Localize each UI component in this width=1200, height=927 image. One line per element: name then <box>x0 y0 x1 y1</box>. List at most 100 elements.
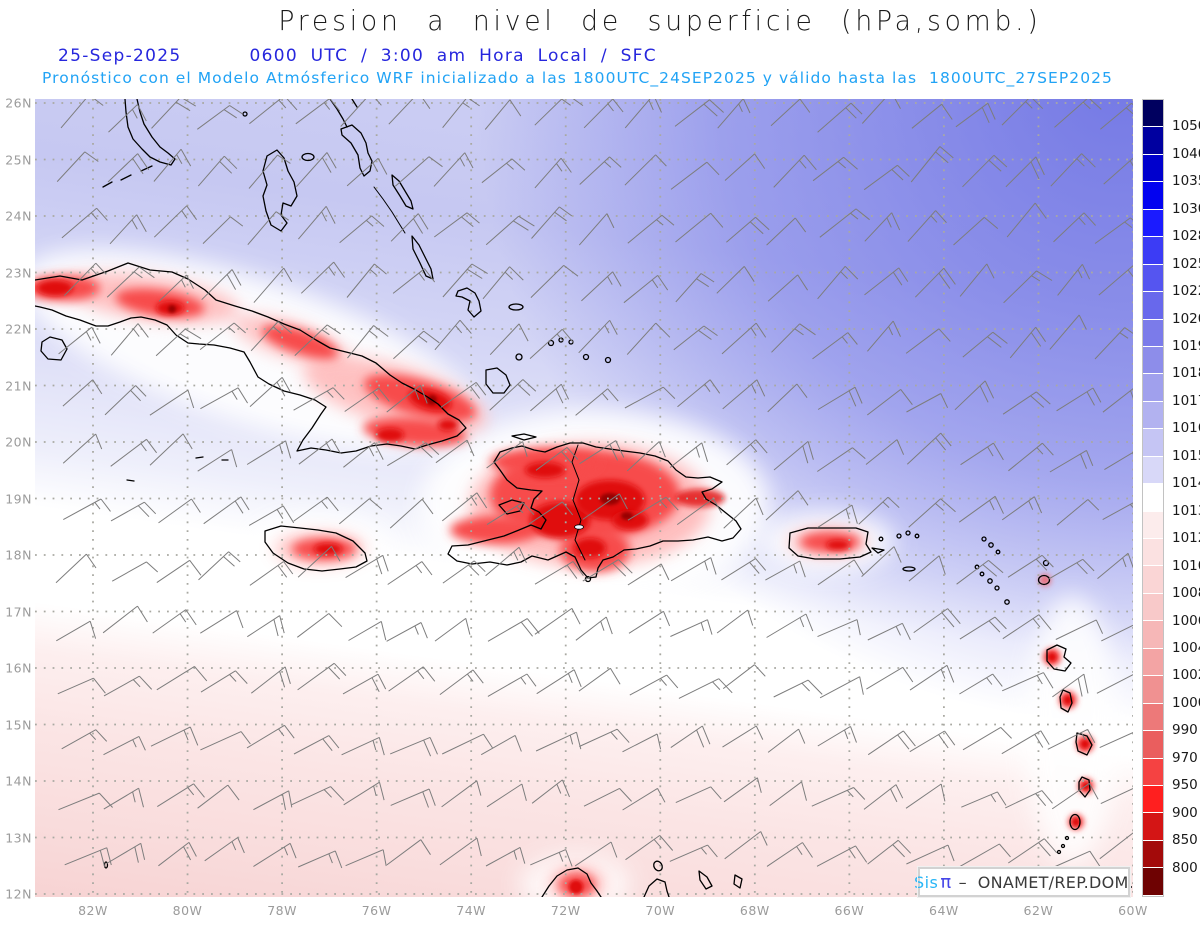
wind-barb <box>343 781 385 806</box>
wind-barb <box>864 267 909 296</box>
coast-isla-juventud <box>40 336 68 361</box>
wind-barb <box>441 733 493 755</box>
wind-barb <box>955 102 996 128</box>
wind-barb <box>962 726 1012 751</box>
wind-barb <box>1001 99 1044 126</box>
wind-barb <box>906 393 949 413</box>
coast-culebra <box>878 536 884 542</box>
y-tick-label: 14N <box>5 773 32 789</box>
wind-barb <box>769 781 807 807</box>
wind-barb <box>156 559 202 584</box>
colorbar-tick-label: 1014 <box>1172 475 1200 492</box>
wind-barb <box>253 842 297 867</box>
wind-barb <box>489 323 529 356</box>
coast-florida <box>124 99 176 166</box>
wind-barb <box>531 206 573 239</box>
wind-barb <box>677 379 721 408</box>
wind-barb <box>726 216 770 243</box>
wind-barb <box>1104 451 1133 471</box>
x-tick-label: 72W <box>550 903 581 918</box>
wind-barb <box>295 99 341 125</box>
coast-bonaire <box>733 874 743 889</box>
wind-barb <box>481 158 526 184</box>
wind-barb <box>441 492 488 522</box>
wind-barb <box>819 208 870 238</box>
wind-barb <box>905 328 951 354</box>
wind-barb <box>392 268 436 294</box>
colorbar-tick-label: 1010 <box>1172 557 1200 574</box>
wind-barb <box>298 205 336 240</box>
colorbar-tick-label: 1006 <box>1172 612 1200 629</box>
wind-barb <box>339 215 385 244</box>
wind-barb <box>1008 838 1058 864</box>
wind-barb <box>56 620 97 642</box>
wind-barb <box>343 442 384 468</box>
wind-barb <box>721 558 767 581</box>
wind-barb <box>858 496 900 525</box>
wind-barb <box>861 99 901 124</box>
wind-barb <box>250 321 293 352</box>
coast-grenadines <box>1056 835 1070 855</box>
wind-barb <box>63 498 111 521</box>
wind-barb <box>867 320 901 352</box>
wind-barb <box>766 217 807 246</box>
wind-barb <box>529 328 574 359</box>
wind-barb <box>1001 672 1054 692</box>
wind-barb <box>386 839 431 866</box>
wind-barb <box>622 787 666 811</box>
coast-great-inagua <box>485 367 511 394</box>
wind-barb <box>624 99 662 129</box>
wind-barb <box>1053 850 1101 868</box>
wind-barb <box>1049 314 1087 350</box>
wind-barb <box>773 441 814 471</box>
wind-barb <box>1048 558 1095 580</box>
x-tick-label: 76W <box>361 903 392 918</box>
colorbar-segment <box>1143 868 1163 896</box>
wind-barb <box>484 99 522 130</box>
wind-barb <box>1001 730 1050 755</box>
wind-barb <box>812 332 858 360</box>
colorbar-segment <box>1143 840 1163 869</box>
x-tick-label: 82W <box>78 903 108 918</box>
wind-barb <box>346 263 387 298</box>
wind-barb <box>63 262 107 297</box>
wind-barb <box>435 439 475 464</box>
wind-barb <box>953 217 999 246</box>
wind-barb <box>911 103 953 129</box>
colorbar-tick-label: 1013 <box>1172 502 1200 519</box>
wind-barb <box>959 843 1011 868</box>
wind-barb <box>108 104 147 133</box>
wind-barb <box>247 211 289 246</box>
colorbar-segment <box>1143 100 1163 128</box>
wind-barb <box>676 498 723 526</box>
pressure-shading-deep-red <box>37 280 1090 894</box>
wind-barb <box>62 433 103 464</box>
wind-barb <box>962 331 1008 358</box>
colorbar-tick-label: 1035 <box>1172 173 1200 190</box>
wind-barb <box>298 850 343 869</box>
wind-barb <box>250 666 291 694</box>
wind-barb <box>1102 388 1133 413</box>
wind-barb <box>861 546 902 577</box>
wind-barb <box>670 725 711 749</box>
coast-cayman <box>126 456 229 482</box>
coast-turks-caicos <box>547 337 612 364</box>
y-tick-label: 15N <box>5 717 32 732</box>
wind-barb <box>200 387 249 410</box>
wind-barb <box>1003 270 1053 304</box>
wind-barb <box>530 849 573 867</box>
wind-barb <box>1056 499 1100 526</box>
wind-barb <box>669 442 709 468</box>
wind-barb <box>433 152 474 187</box>
wind-barb <box>253 267 293 303</box>
wind-barb <box>1047 728 1096 750</box>
colorbar-segment <box>1143 731 1163 759</box>
wind-barb <box>581 271 622 302</box>
valid-datetime-line: 25-Sep-2025 0600 UTC / 3:00 am Hora Local… <box>58 46 657 66</box>
coast-leeward-islands <box>974 536 1051 605</box>
wind-barb <box>442 263 488 298</box>
coast-aruba <box>653 860 663 872</box>
wind-barb <box>56 151 99 182</box>
colorbar-tick-label: 1019 <box>1172 338 1200 355</box>
wind-barb <box>627 563 670 586</box>
